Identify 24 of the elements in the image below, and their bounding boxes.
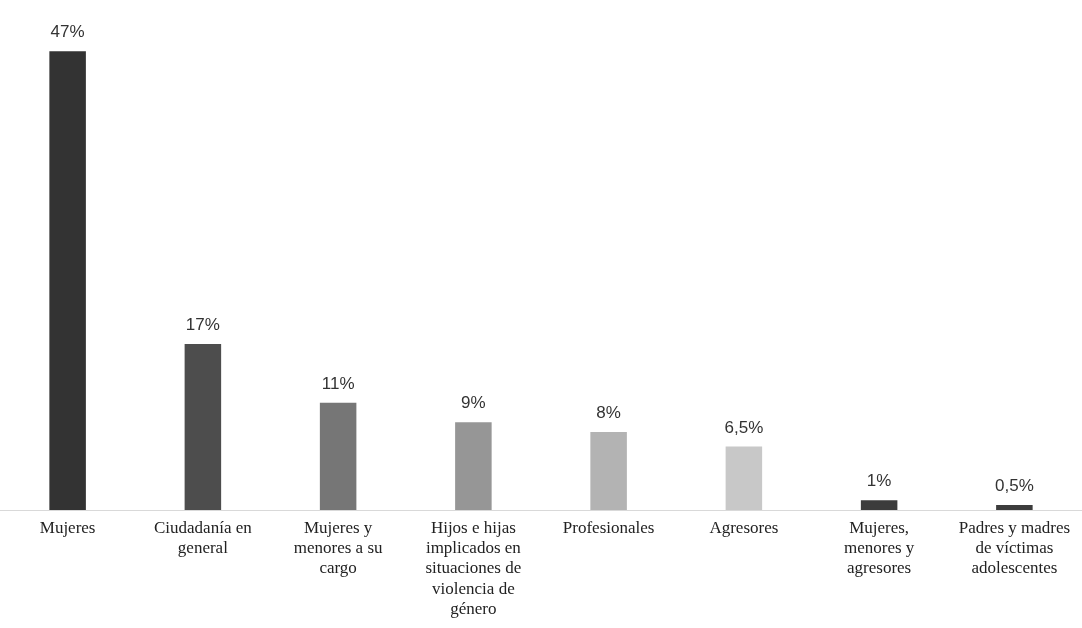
bar [590,431,627,510]
bar [725,446,763,510]
data-label: 47% [50,22,85,42]
x-tick-label: Mujeres [39,517,96,537]
data-label: 6,5% [724,417,764,437]
bar [860,500,898,510]
bar [184,344,222,510]
bar [49,51,86,510]
data-label: 1% [866,471,892,491]
data-label: 9% [461,393,486,413]
data-label: 0,5% [995,476,1034,496]
x-tick-label: Mujeres y menores a su cargo [293,517,383,578]
data-label: 11% [321,373,355,393]
x-tick-label: Padres y madres de víctimas adolescentes [958,517,1071,578]
x-tick-label: Ciudadanía en general [154,517,253,558]
data-label: 8% [596,403,621,423]
x-tick-label: Profesionales [562,517,655,537]
bar [996,505,1033,510]
x-tick-label: Hijos e hijas implicados en situaciones de violencia de género [425,517,522,619]
bar [319,402,357,510]
x-tick-label: Agresores [709,517,779,537]
bar [455,422,492,510]
data-label: 17% [185,315,220,335]
x-tick-label: Mujeres, menores y agresores [843,517,915,578]
